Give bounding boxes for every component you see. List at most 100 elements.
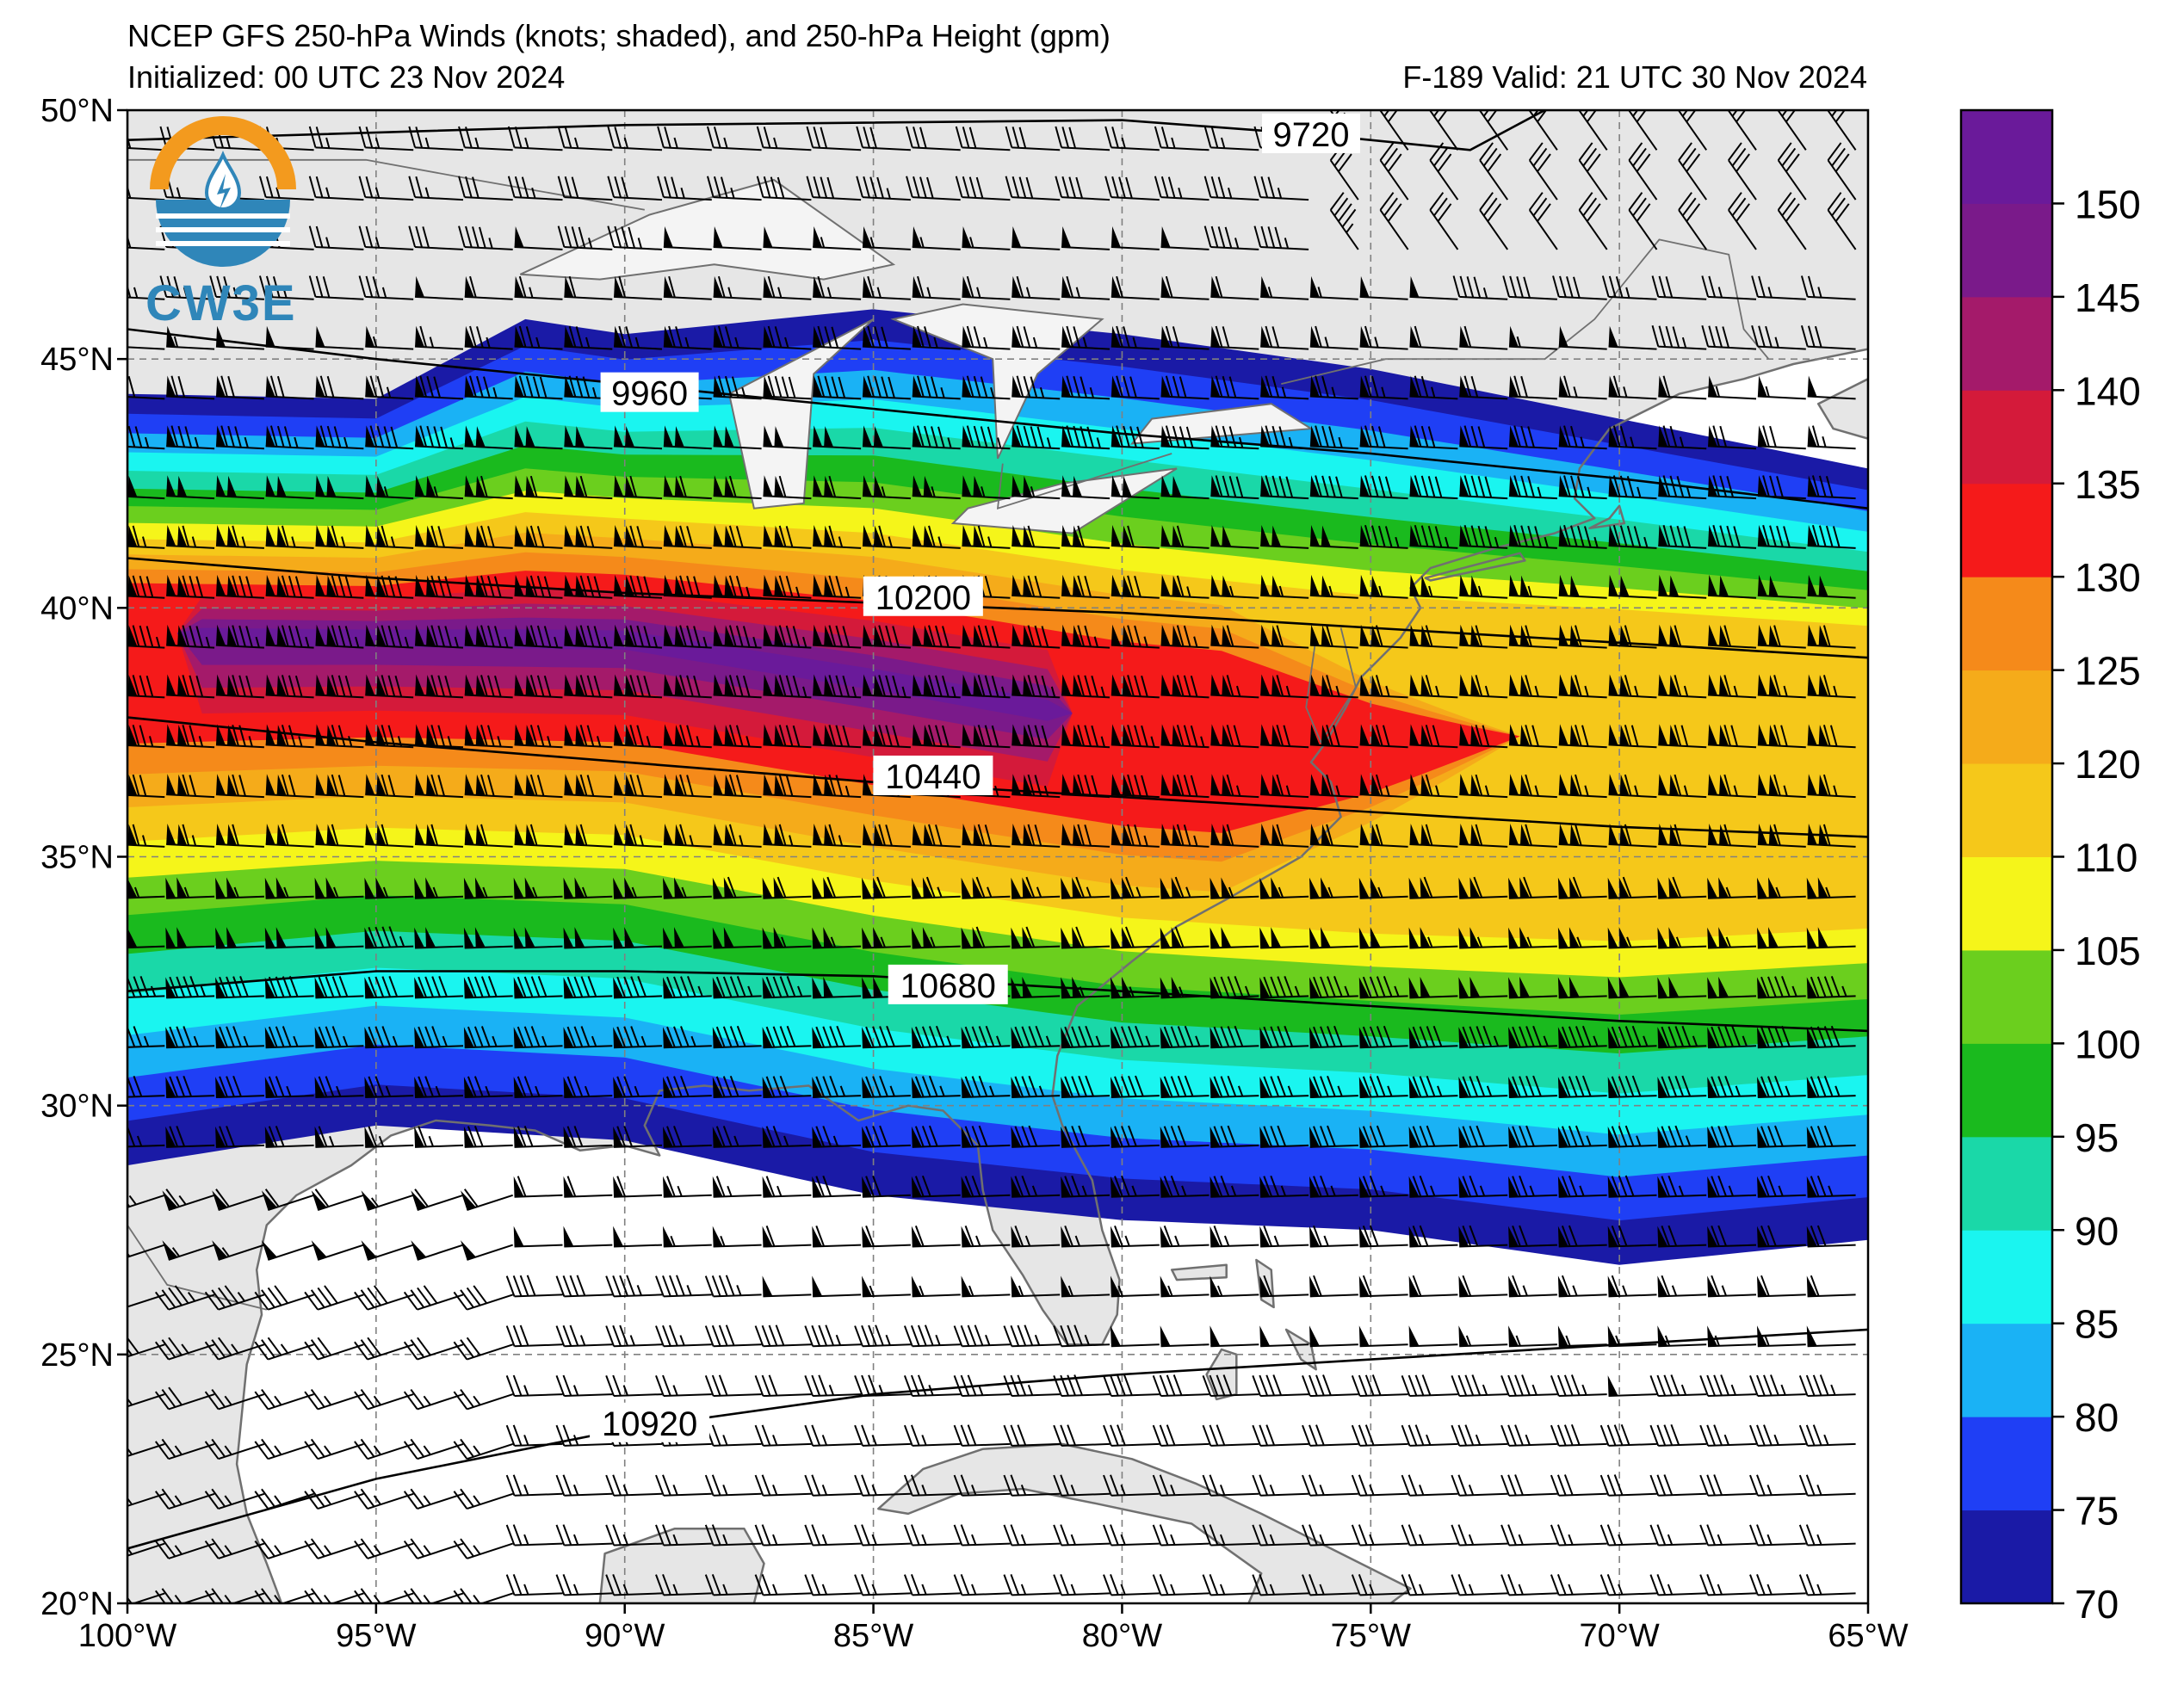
wind-barb [1160,1175,1210,1198]
colorbar-swatch-130 [1961,483,2052,577]
wind-barb [1003,1374,1061,1398]
wind-barb [314,927,364,949]
wind-barb [704,1574,762,1596]
wind-barb [1309,425,1358,450]
wind-barb [704,1374,762,1398]
wind-barb [813,375,862,400]
colorbar-swatch-135 [1961,390,2052,485]
abaco-island-coastline [1255,1258,1275,1309]
wind-barb [127,475,165,500]
wind-barb [1351,1424,1408,1447]
contour-label-10920: 10920 [602,1405,697,1443]
wind-barb [1699,1574,1757,1596]
wind-barb [1558,774,1607,799]
wind-barb [712,976,762,999]
wind-barb [215,927,264,949]
wind-barb [555,1574,613,1596]
wind-barb [1160,325,1210,350]
colorbar-swatch-100 [1961,949,2052,1044]
wind-barb [1557,1275,1607,1298]
wind-barb [414,1026,464,1049]
wind-barb [1061,1226,1111,1248]
wind-barb [254,1538,314,1559]
wind-barb [1798,1574,1856,1596]
wind-barb [1757,425,1806,450]
wind-barb [1607,876,1657,899]
wind-barb [1061,824,1111,848]
wind-barb [1011,1175,1061,1198]
wind-barb [1210,774,1259,799]
wind-barb [1003,1574,1061,1596]
wind-barb [1061,674,1111,699]
wind-barb [1012,724,1061,749]
wind-barb [1012,624,1061,649]
wind-barb [1749,1424,1806,1447]
wind-barb [1152,1574,1210,1596]
wind-barb [1055,176,1111,201]
wind-barb [1599,1474,1657,1497]
wind-barb [1607,1125,1657,1148]
wind-barb [415,375,464,400]
wind-barb [1012,275,1061,300]
wind-barb [1806,927,1856,949]
wind-barb [862,927,911,949]
wind-barb [215,525,264,549]
wind-barb [1798,1424,1856,1447]
lon-tick-label: 75°W [1331,1618,1411,1654]
wind-barb [712,927,762,949]
wind-barb [1210,1275,1259,1298]
wind-barb [862,525,911,549]
great-lake-outline [890,303,1104,460]
wind-barb [1458,1175,1508,1198]
wind-barb [166,525,215,549]
wind-barb [1003,1424,1061,1447]
wind-barb [1104,176,1160,201]
lat-tick-label: 25°N [40,1337,114,1374]
wind-barb [1508,774,1557,799]
wind-barb [1111,275,1160,300]
wind-barb [1508,1275,1557,1298]
wind-barb [555,1474,613,1497]
wind-barb [1053,1574,1111,1596]
wind-barb [1012,425,1061,450]
wind-barb [605,1275,663,1298]
wind-barb [564,774,613,799]
wind-barb [1309,1325,1358,1348]
contour-label-10200: 10200 [875,579,971,617]
wind-barb [1798,1474,1856,1497]
wind-barb [411,1240,464,1261]
wind-barb [1253,225,1309,250]
wind-barb [555,1374,613,1398]
wind-barb [1749,1574,1806,1596]
wind-barb [1657,876,1707,899]
wind-barb [564,475,613,500]
valid-time: F-189 Valid: 21 UTC 30 Nov 2024 [1402,59,1867,95]
wind-barb [1728,192,1757,250]
wind-barb [1359,325,1408,350]
wind-barb [215,475,264,500]
wind-barb [458,225,513,250]
wind-barb [754,1374,812,1398]
wind-barb [364,1026,414,1049]
wind-barb [513,1226,563,1248]
wind-barb [1160,1325,1210,1348]
wind-barb [1309,976,1358,999]
wind-barb [1203,126,1259,151]
wind-barb [1110,1325,1160,1348]
wind-barb [1309,724,1358,749]
wind-barb [804,1324,862,1348]
wind-barb [1053,1474,1111,1497]
wind-barb [414,927,464,949]
wind-barb [1379,192,1409,250]
wind-barb [1302,1524,1358,1547]
wind-barb [1252,1574,1309,1596]
wind-barb [354,1337,414,1361]
wind-barb [1302,1424,1358,1447]
colorbar-swatch-120 [1961,670,2052,764]
wind-barb [555,1524,613,1547]
wind-barb [1302,1374,1358,1398]
wind-barb [1451,1524,1508,1547]
wind-barb [1061,724,1111,749]
colorbar-swatch-70 [1961,1510,2052,1604]
wind-barb [254,1388,314,1411]
